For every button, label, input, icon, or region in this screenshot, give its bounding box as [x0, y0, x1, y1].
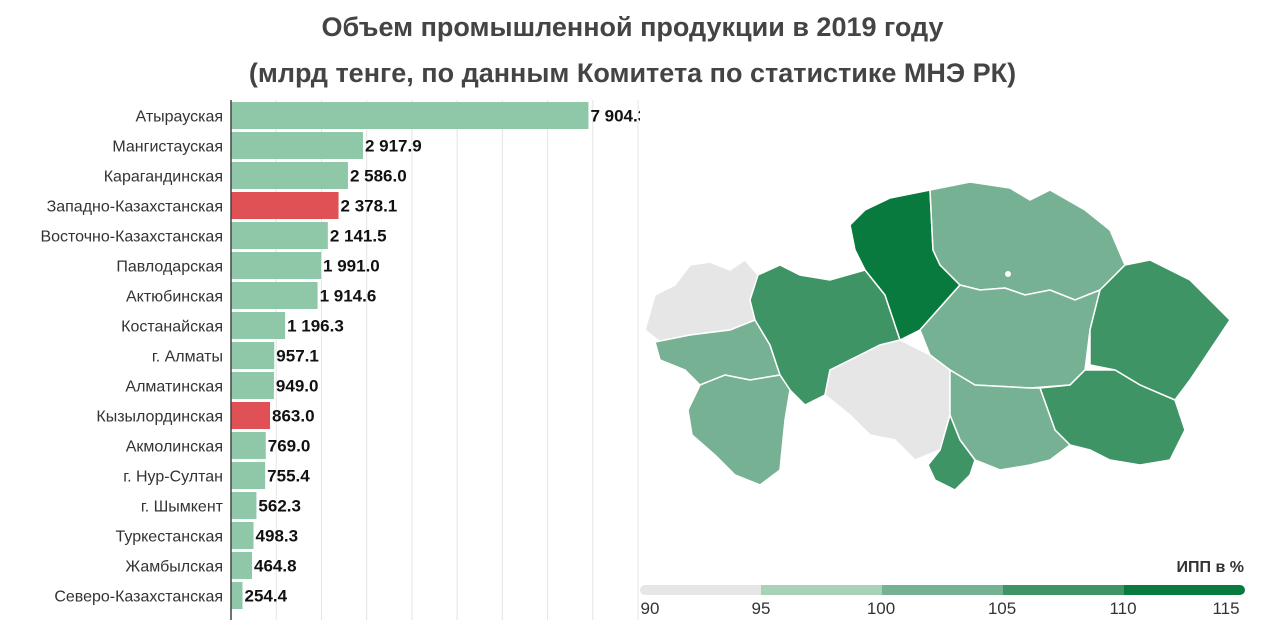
map-region-east [1089, 259, 1231, 401]
bar [231, 342, 275, 369]
legend-tick: 90 [640, 599, 660, 618]
value-label: 949.0 [276, 377, 319, 396]
bar [231, 222, 328, 249]
value-label: 769.0 [268, 437, 311, 456]
category-label: Актюбинская [126, 289, 223, 306]
category-label: г. Алматы [152, 349, 223, 366]
color-legend: ИПП в % 90 95 100 105 110 115 [638, 555, 1248, 625]
value-label: 2 586.0 [350, 167, 407, 186]
legend-segment-5 [1124, 585, 1245, 595]
legend-tick: 105 [987, 599, 1017, 618]
bar [231, 522, 254, 549]
legend-segment-1 [640, 585, 761, 595]
legend-segment-3 [882, 585, 1003, 595]
value-label: 957.1 [276, 347, 319, 366]
legend-segment-2 [761, 585, 882, 595]
bar [231, 582, 243, 609]
bar [231, 492, 257, 519]
bar [231, 552, 253, 579]
category-label: Костанайская [121, 319, 223, 336]
value-label: 1 991.0 [323, 257, 380, 276]
map-region-turkestan [927, 412, 976, 491]
category-label: Атырауская [136, 109, 224, 126]
legend-tick: 110 [1109, 599, 1137, 618]
map-region-almaty-oblast [1038, 369, 1186, 466]
value-label: 2 378.1 [341, 197, 398, 216]
category-label: Жамбылская [125, 559, 223, 576]
bar [231, 102, 589, 129]
value-label: 2 917.9 [365, 137, 422, 156]
map-region-north [929, 181, 1126, 301]
legend-color-scale [640, 585, 1245, 595]
bar [231, 252, 322, 279]
category-label: Алматинская [125, 379, 223, 396]
value-label: 1 914.6 [320, 287, 377, 306]
bar-chart: Атырауская 7 904.3 Мангистауская 2 917.9 Кар… [40, 100, 640, 620]
bar [231, 162, 348, 189]
category-label: Мангистауская [112, 139, 223, 156]
value-label: 1 196.3 [287, 317, 344, 336]
bar [231, 402, 271, 429]
value-label: 254.4 [245, 587, 288, 606]
chart-title-line-1: Объем промышленной продукции в 2019 году [321, 12, 944, 42]
category-label: Восточно-Казахстанская [40, 229, 223, 246]
legend-title: ИПП в % [1176, 559, 1244, 576]
value-label: 7 904.3 [590, 107, 640, 126]
bar [231, 282, 318, 309]
bar [231, 192, 339, 219]
bar [231, 462, 266, 489]
category-label: г. Нур-Султан [123, 469, 223, 486]
category-label: Акмолинская [126, 439, 223, 456]
category-label: Карагандинская [104, 169, 223, 186]
bar [231, 132, 363, 159]
kazakhstan-region-map [644, 181, 1231, 491]
bar [231, 432, 266, 459]
legend-tick: 115 [1212, 599, 1240, 618]
map-city-marker [1005, 271, 1011, 277]
map-region-mangistau [687, 374, 791, 486]
legend-segment-4 [1003, 585, 1124, 595]
value-label: 863.0 [272, 407, 315, 426]
value-label: 464.8 [254, 557, 297, 576]
category-label: Северо-Казахстанская [54, 589, 223, 606]
value-label: 498.3 [256, 527, 299, 546]
bar [231, 312, 286, 339]
chart-title-line-2: (млрд тенге, по данным Комитета по стати… [248, 58, 1017, 88]
legend-tick: 100 [866, 599, 896, 618]
category-label: Павлодарская [116, 259, 223, 276]
category-label: Западно-Казахстанская [47, 199, 223, 216]
legend-tick: 95 [751, 599, 771, 618]
bar [231, 372, 274, 399]
value-label: 2 141.5 [330, 227, 387, 246]
value-label: 562.3 [258, 497, 301, 516]
category-label: Туркестанская [116, 529, 223, 546]
category-label: Кызылординская [96, 409, 223, 426]
value-label: 755.4 [267, 467, 310, 486]
category-label: г. Шымкент [141, 499, 224, 516]
map-city-marker [977, 463, 983, 469]
